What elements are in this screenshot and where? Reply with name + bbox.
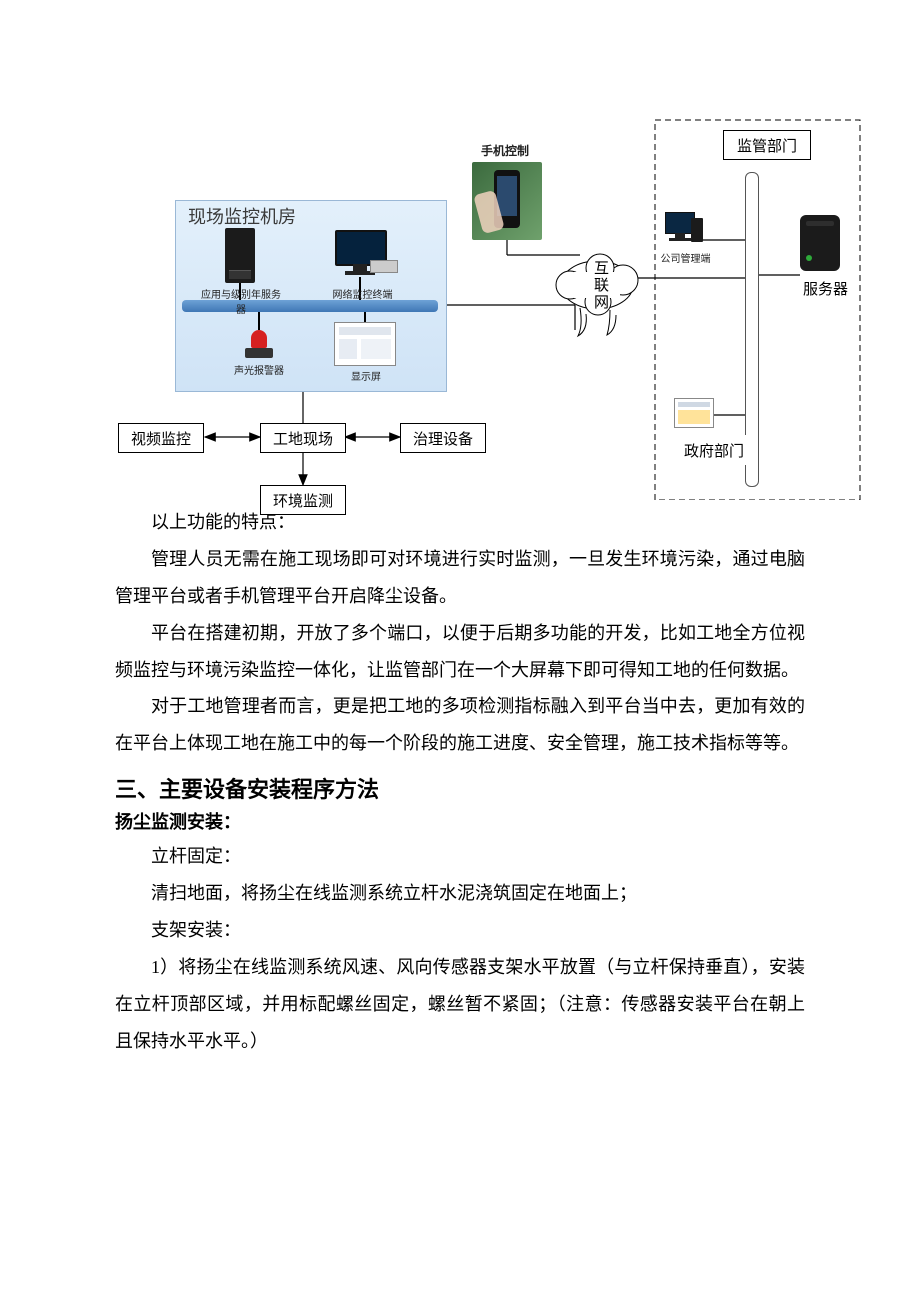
gov-screen-icon bbox=[674, 398, 714, 428]
monitoring-terminal-label: 网络监控终端 bbox=[330, 286, 395, 301]
video-monitoring-label: 视频监控 bbox=[131, 428, 191, 449]
company-terminal-icon bbox=[665, 212, 705, 248]
system-architecture-diagram: 现场监控机房 应用与级别年服务器 网络监控终端 声光报警器 bbox=[100, 100, 870, 500]
alarm-label: 声光报警器 bbox=[230, 362, 288, 377]
section-heading-3: 三、主要设备安装程序方法 bbox=[115, 772, 805, 804]
server-device-label: 服务器 bbox=[803, 278, 848, 299]
subheading-dust-install: 扬尘监测安装： bbox=[115, 808, 805, 834]
document-page: 现场监控机房 应用与级别年服务器 网络监控终端 声光报警器 bbox=[0, 0, 920, 1140]
construction-site-box: 工地现场 bbox=[260, 423, 346, 453]
step-bracket-title: 支架安装： bbox=[115, 912, 805, 949]
gov-dept-box: 政府部门 bbox=[670, 435, 758, 465]
app-server-label: 应用与级别年服务器 bbox=[200, 286, 282, 316]
step-pole-fix-title: 立杆固定： bbox=[115, 838, 805, 875]
phone-photo bbox=[472, 162, 542, 240]
alarm-icon bbox=[245, 330, 273, 360]
video-monitoring-box: 视频监控 bbox=[118, 423, 204, 453]
server-device-icon bbox=[800, 215, 840, 271]
step-bracket-body: 1）将扬尘在线监测系统风速、风向传感器支架水平放置（与立杆保持垂直），安装在立杆… bbox=[115, 949, 805, 1060]
body-text-block: 以上功能的特点： 管理人员无需在施工现场即可对环境进行实时监测，一旦发生环境污染… bbox=[115, 504, 805, 1060]
display-label: 显示屏 bbox=[348, 368, 384, 383]
internet-label: 互联网 bbox=[590, 260, 611, 311]
company-terminal-label: 公司管理端 bbox=[658, 250, 713, 265]
supervisor-dept-box: 监管部门 bbox=[723, 130, 811, 160]
display-icon bbox=[334, 322, 396, 366]
panel-title: 现场监控机房 bbox=[188, 203, 296, 229]
monitoring-terminal-icon bbox=[335, 230, 390, 275]
env-monitoring-label: 环境监测 bbox=[273, 490, 333, 511]
phone-control-label: 手机控制 bbox=[475, 142, 535, 159]
app-server-icon bbox=[225, 228, 255, 283]
construction-site-label: 工地现场 bbox=[273, 428, 333, 449]
paragraph-1: 管理人员无需在施工现场即可对环境进行实时监测，一旦发生环境污染，通过电脑管理平台… bbox=[115, 541, 805, 615]
env-monitoring-box: 环境监测 bbox=[260, 485, 346, 515]
treatment-equipment-label: 治理设备 bbox=[413, 428, 473, 449]
step-pole-fix-body: 清扫地面，将扬尘在线监测系统立杆水泥浇筑固定在地面上； bbox=[115, 875, 805, 912]
paragraph-3: 对于工地管理者而言，更是把工地的多项检测指标融入到平台当中去，更加有效的在平台上… bbox=[115, 688, 805, 762]
treatment-equipment-box: 治理设备 bbox=[400, 423, 486, 453]
paragraph-2: 平台在搭建初期，开放了多个端口，以便于后期多功能的开发，比如工地全方位视频监控与… bbox=[115, 615, 805, 689]
intro-line: 以上功能的特点： bbox=[115, 504, 805, 541]
gov-dept-label: 政府部门 bbox=[684, 440, 744, 461]
supervisor-dept-label: 监管部门 bbox=[737, 135, 797, 156]
